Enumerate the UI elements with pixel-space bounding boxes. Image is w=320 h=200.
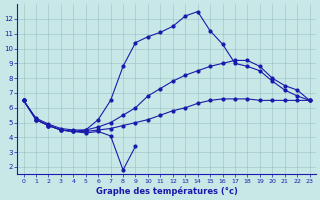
X-axis label: Graphe des températures (°c): Graphe des températures (°c) [96,186,237,196]
